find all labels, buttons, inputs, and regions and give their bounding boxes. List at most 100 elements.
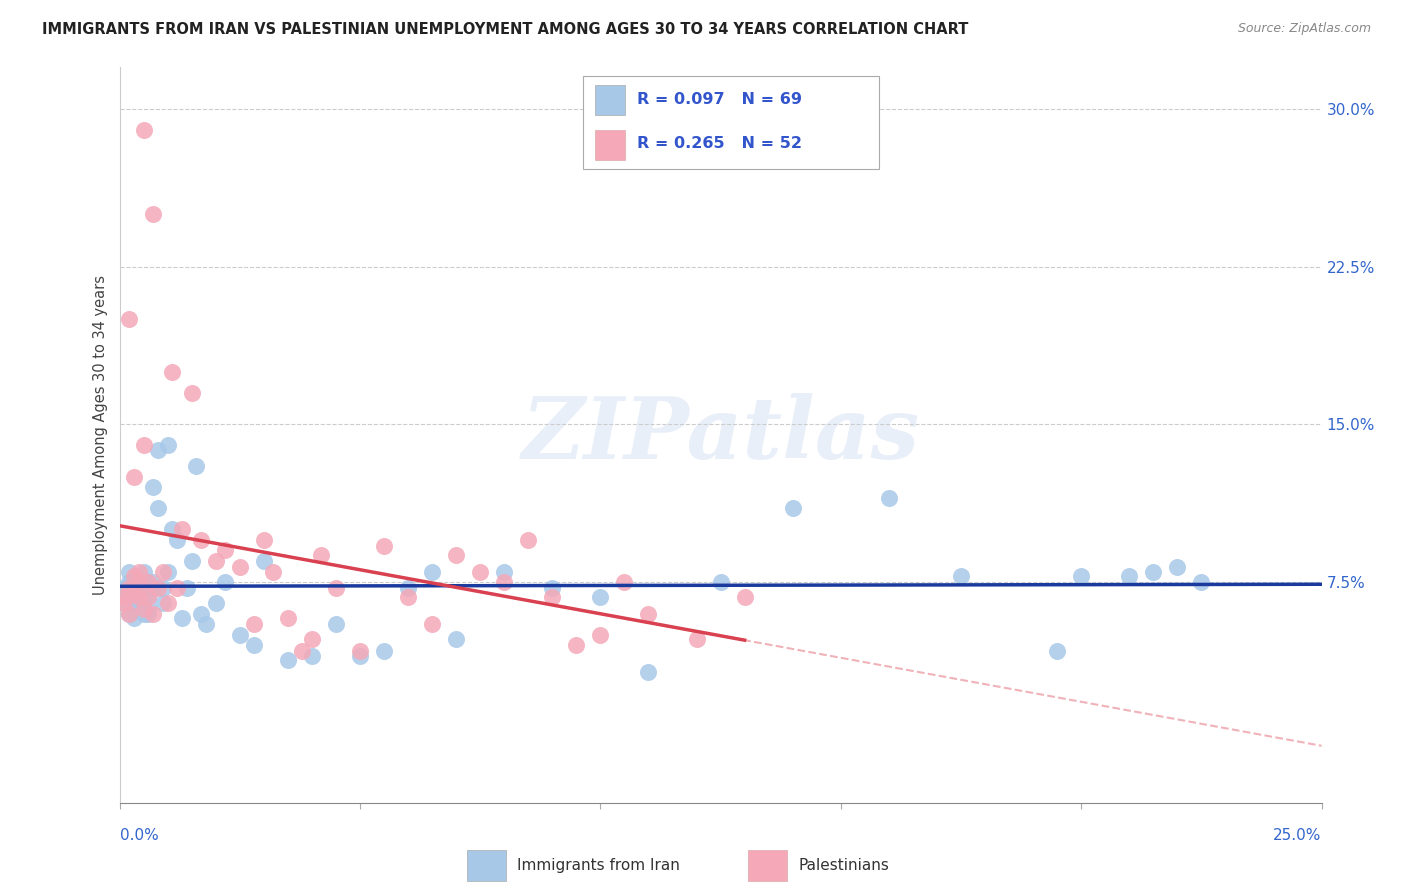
Point xyxy=(420,617,443,632)
Y-axis label: Unemployment Among Ages 30 to 34 years: Unemployment Among Ages 30 to 34 years xyxy=(93,275,108,595)
Point xyxy=(396,582,419,596)
Point xyxy=(132,590,155,604)
Bar xyxy=(467,849,506,881)
Point xyxy=(166,582,188,596)
Text: IMMIGRANTS FROM IRAN VS PALESTINIAN UNEMPLOYMENT AMONG AGES 30 TO 34 YEARS CORRE: IMMIGRANTS FROM IRAN VS PALESTINIAN UNEM… xyxy=(42,22,969,37)
Point xyxy=(1070,568,1092,582)
Point xyxy=(373,539,395,553)
Point xyxy=(541,590,564,604)
Point xyxy=(138,575,160,590)
Point xyxy=(138,607,160,621)
Point xyxy=(373,644,395,658)
Point xyxy=(118,607,141,621)
Text: Source: ZipAtlas.com: Source: ZipAtlas.com xyxy=(1237,22,1371,36)
Point xyxy=(156,565,179,579)
Point xyxy=(494,565,516,579)
Point xyxy=(420,565,443,579)
Point xyxy=(253,554,276,568)
Point xyxy=(132,438,155,452)
Point xyxy=(301,648,323,663)
Point xyxy=(142,582,165,596)
Point xyxy=(190,607,212,621)
Point xyxy=(637,607,659,621)
Bar xyxy=(595,85,624,115)
Point xyxy=(132,565,155,579)
Point xyxy=(162,523,184,537)
Point xyxy=(132,602,155,616)
Point xyxy=(396,590,419,604)
Point xyxy=(949,568,972,582)
Point xyxy=(152,565,174,579)
Point xyxy=(118,590,141,604)
Point xyxy=(277,653,299,667)
Text: R = 0.265   N = 52: R = 0.265 N = 52 xyxy=(637,136,801,152)
Point xyxy=(877,491,900,505)
Text: R = 0.097   N = 69: R = 0.097 N = 69 xyxy=(637,92,801,107)
Point xyxy=(468,565,492,579)
Point xyxy=(228,560,252,574)
Point xyxy=(325,582,347,596)
Bar xyxy=(748,849,787,881)
Point xyxy=(243,638,266,652)
Point xyxy=(253,533,276,547)
Point xyxy=(132,123,155,137)
Point xyxy=(156,438,179,452)
Point xyxy=(128,590,150,604)
Point xyxy=(1189,575,1212,590)
Point xyxy=(132,607,155,621)
Point xyxy=(142,207,165,221)
Point xyxy=(122,568,145,582)
Point xyxy=(782,501,804,516)
Point xyxy=(541,582,564,596)
Point xyxy=(589,627,612,641)
Point xyxy=(118,582,141,596)
Point xyxy=(112,585,135,599)
Text: 0.0%: 0.0% xyxy=(120,828,159,843)
Point xyxy=(186,459,208,474)
Point xyxy=(138,590,160,604)
Point xyxy=(277,611,299,625)
Text: Immigrants from Iran: Immigrants from Iran xyxy=(517,858,681,872)
Point xyxy=(128,582,150,596)
Point xyxy=(685,632,707,646)
Point xyxy=(204,554,226,568)
Text: 25.0%: 25.0% xyxy=(1274,828,1322,843)
Point xyxy=(142,480,165,494)
Point xyxy=(118,607,141,621)
Point xyxy=(122,470,145,484)
Point xyxy=(180,385,202,400)
Point xyxy=(166,533,188,547)
Point xyxy=(112,596,135,610)
Point xyxy=(128,565,150,579)
Point xyxy=(517,533,540,547)
Text: Palestinians: Palestinians xyxy=(799,858,890,872)
Point xyxy=(349,648,371,663)
Point xyxy=(122,611,145,625)
Point xyxy=(152,582,174,596)
Point xyxy=(142,575,165,590)
Point xyxy=(128,590,150,604)
Point xyxy=(170,523,193,537)
Point xyxy=(170,611,193,625)
Point xyxy=(1046,644,1069,658)
Point xyxy=(142,607,165,621)
Point xyxy=(146,501,169,516)
Point xyxy=(349,644,371,658)
Point xyxy=(138,590,160,604)
Point xyxy=(156,596,179,610)
Point xyxy=(1142,565,1164,579)
Point xyxy=(613,575,636,590)
Point xyxy=(311,548,333,562)
Point xyxy=(637,665,659,680)
Point xyxy=(118,575,141,590)
Point xyxy=(128,575,150,590)
Point xyxy=(152,596,174,610)
Point xyxy=(589,590,612,604)
Point xyxy=(262,565,284,579)
Point xyxy=(709,575,731,590)
Point xyxy=(734,590,756,604)
Point xyxy=(112,590,135,604)
Point xyxy=(243,617,266,632)
Point xyxy=(195,617,218,632)
Point xyxy=(138,575,160,590)
